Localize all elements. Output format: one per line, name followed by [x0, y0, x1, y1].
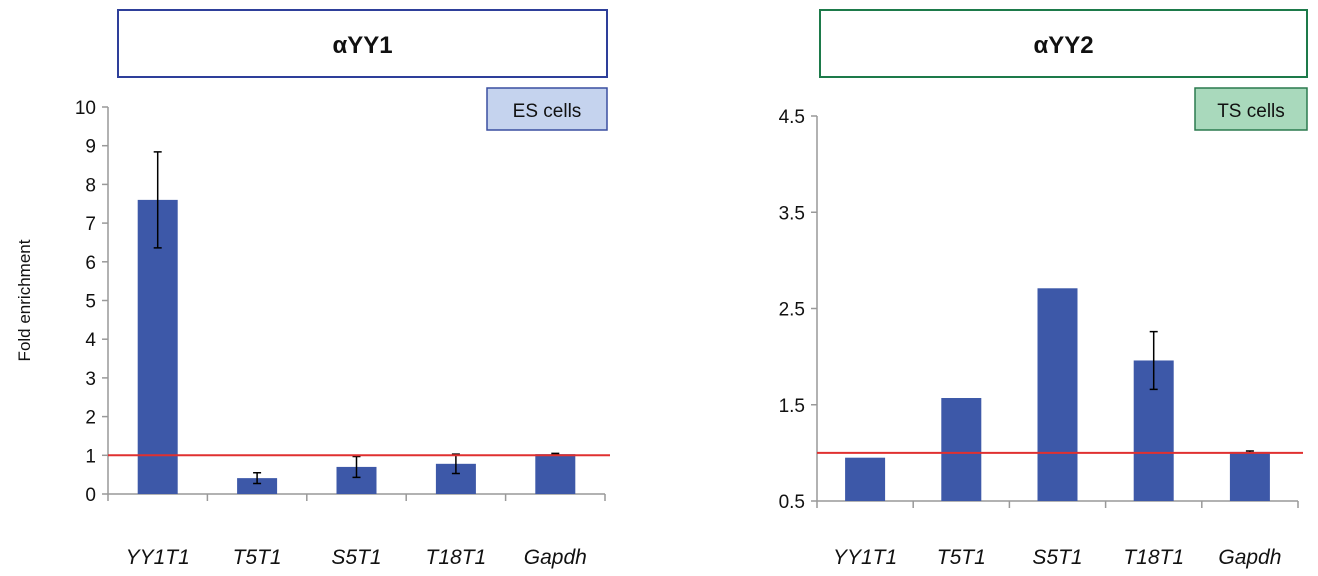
- bar: [941, 398, 982, 501]
- title-box: [819, 9, 1308, 78]
- y-tick-label: 3: [85, 369, 96, 390]
- bar: [1037, 288, 1078, 501]
- y-tick-label: 1.5: [779, 396, 805, 417]
- y-tick-label: 9: [85, 137, 96, 158]
- title-box: [117, 9, 608, 78]
- x-tick-label: T18T1: [1123, 546, 1184, 569]
- x-tick-label: S5T1: [1032, 546, 1082, 569]
- error-bar: [451, 453, 460, 475]
- y-tick-label: 3.5: [779, 203, 805, 224]
- y-tick-label: 6: [85, 253, 96, 274]
- y-tick-label: 0: [85, 485, 96, 506]
- y-tick-label: 7: [85, 214, 96, 235]
- error-bar: [153, 151, 162, 249]
- bar: [535, 454, 576, 494]
- x-tick-label: T5T1: [937, 546, 986, 569]
- y-tick-label: 4.5: [779, 107, 805, 128]
- x-tick-label: Gapdh: [1218, 546, 1281, 569]
- bar: [845, 457, 886, 501]
- annotation-box: [1194, 87, 1308, 131]
- bar: [1229, 451, 1270, 501]
- error-bar: [352, 455, 361, 479]
- y-tick-label: 5: [85, 292, 96, 313]
- y-tick-label: 8: [85, 175, 96, 196]
- y-tick-label: 0.5: [779, 492, 805, 513]
- bar: [137, 199, 178, 494]
- y-tick-label: 1: [85, 446, 96, 467]
- annotation: ES cells: [513, 101, 582, 122]
- y-axis-label: Fold enrichment: [15, 239, 34, 361]
- error-bar: [1149, 330, 1158, 391]
- error-bar: [253, 471, 262, 485]
- x-tick-label: YY1T1: [126, 546, 190, 569]
- bar: [237, 478, 278, 494]
- x-tick-label: T5T1: [233, 546, 282, 569]
- chart-title: αYY1: [332, 32, 392, 59]
- annotation-box: [486, 87, 608, 131]
- x-tick-label: S5T1: [331, 546, 381, 569]
- x-tick-label: T18T1: [426, 546, 487, 569]
- x-tick-label: Gapdh: [524, 546, 587, 569]
- x-tick-label: YY1T1: [833, 546, 897, 569]
- y-tick-label: 2.5: [779, 300, 805, 321]
- y-tick-label: 2: [85, 408, 96, 429]
- y-tick-label: 10: [75, 98, 96, 119]
- chart-title: αYY2: [1033, 32, 1093, 59]
- y-tick-label: 4: [85, 330, 96, 351]
- annotation: TS cells: [1217, 101, 1285, 122]
